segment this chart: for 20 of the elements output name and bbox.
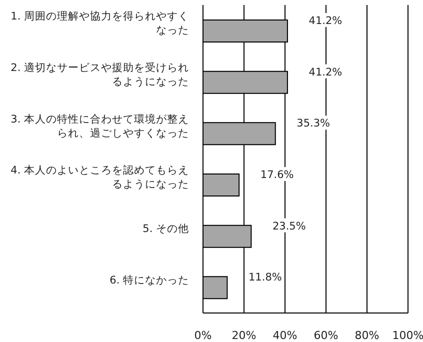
data-label: 11.8% (248, 272, 282, 284)
x-tick-label: 100% (392, 328, 423, 342)
data-label: 41.2% (308, 66, 342, 78)
y-tick-label: 1. 周囲の理解や協力を得られやすくなった (10, 10, 189, 37)
x-tick-label: 0% (194, 328, 212, 342)
bar (203, 174, 240, 196)
bar (203, 276, 228, 300)
x-tick-label: 80% (354, 328, 380, 342)
y-tick-label: 4. 本人のよいところを認めてもらえるようになった (10, 164, 189, 191)
data-label: 23.5% (272, 220, 306, 232)
data-label: 35.3% (296, 118, 330, 130)
x-tick-label: 20% (232, 328, 256, 342)
y-tick-label: 6. 特になかった (110, 274, 189, 286)
x-tick-label: 60% (314, 328, 338, 342)
y-tick-label: 3. 本人の特性に合わせて環境が整えられ、過ごしやすくなった (10, 112, 189, 140)
y-tick-label: 5. その他 (142, 223, 189, 235)
x-tick-label: 40% (272, 328, 298, 342)
data-label: 17.6% (260, 169, 294, 181)
y-tick-label: 2. 適切なサービスや援助を受けられるようになった (10, 61, 189, 88)
data-label: 41.2% (308, 15, 342, 27)
